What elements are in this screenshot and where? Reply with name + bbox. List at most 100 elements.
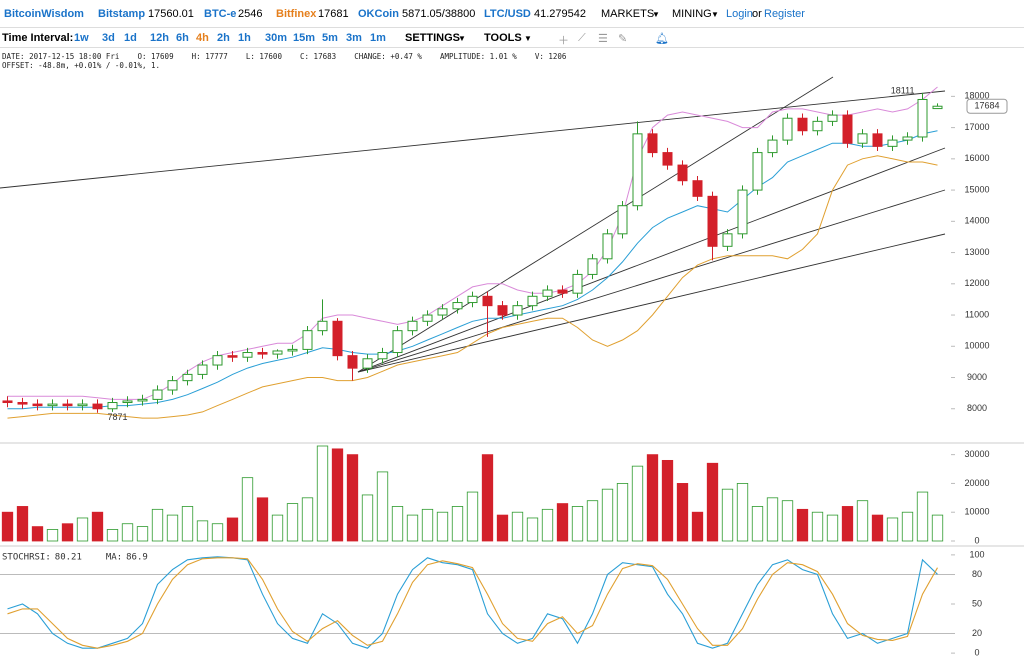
volume-bar [226, 517, 239, 542]
candle-body [122, 400, 133, 404]
candle-body [437, 308, 448, 316]
volume-bar [166, 514, 179, 542]
exchange[interactable]: Bitstamp [98, 8, 146, 20]
volume-bar [1, 511, 14, 542]
candle-body [902, 136, 913, 141]
candle-body [662, 152, 673, 166]
menu[interactable]: MARKETS [601, 8, 655, 20]
candle-body [617, 205, 628, 235]
tool-icon[interactable]: ＋ [558, 35, 569, 47]
candle-body [707, 195, 718, 247]
candle-body [377, 352, 388, 360]
exchange[interactable]: OKCoin [358, 8, 399, 20]
volume-bar [706, 462, 719, 542]
volume-bar [871, 514, 884, 542]
candle-body [527, 295, 538, 307]
interval[interactable]: 1h [238, 32, 251, 44]
volume-bar [421, 508, 434, 542]
menu[interactable]: MINING [672, 8, 712, 20]
candle-body [602, 233, 613, 260]
price: 41.279542 [534, 8, 586, 20]
volume-bar [841, 506, 854, 542]
interval[interactable]: 30m [265, 32, 288, 44]
header: BitcoinWisdom Bitstamp 17560.01 BTC-e 25… [0, 0, 1024, 28]
exchange[interactable]: Bitfinex [276, 8, 317, 20]
volume-bar [751, 506, 764, 542]
candle-body [422, 314, 433, 322]
interval[interactable]: 5m [322, 32, 338, 44]
interval[interactable]: 1m [370, 32, 386, 44]
exchange[interactable]: LTC/USD [484, 8, 531, 20]
y-tick-label: 0 [974, 535, 979, 545]
candle-body [722, 233, 733, 247]
candle-body [17, 402, 28, 405]
interval[interactable]: 3m [346, 32, 362, 44]
candle-body [347, 355, 358, 369]
interval[interactable]: 6h [176, 32, 189, 44]
brand[interactable]: BitcoinWisdom [4, 8, 84, 20]
interval[interactable]: 3d [102, 32, 115, 44]
last-price: 17684 [974, 101, 999, 111]
candle-body [542, 289, 553, 297]
candle-body [647, 133, 658, 154]
tool-icon[interactable]: ☰ [598, 33, 608, 45]
candle-body [932, 105, 943, 110]
volume-bar [541, 508, 554, 542]
y-tick-label: 20 [972, 628, 982, 638]
interval[interactable]: 2h [217, 32, 230, 44]
volume-bar [616, 483, 629, 542]
alert-icon[interactable]: 🔔︎ [655, 33, 669, 45]
candle-body [887, 139, 898, 147]
caret: ▼ [711, 10, 719, 19]
price: 17560.01 [148, 8, 194, 20]
legend-value: 80.21 [55, 553, 82, 563]
price: 2546 [238, 8, 263, 20]
settings[interactable]: SETTINGS [405, 32, 461, 44]
volume-bar [76, 517, 89, 542]
candle-body [137, 398, 148, 402]
interval[interactable]: 12h [150, 32, 169, 44]
indicator-line [7, 86, 938, 400]
candle-body [632, 133, 643, 207]
candle-body [107, 402, 118, 410]
interval[interactable]: 15m [293, 32, 316, 44]
y-tick-label: 13000 [964, 247, 989, 257]
candle-body [482, 295, 493, 307]
volume-bar [211, 523, 224, 542]
register[interactable]: Register [764, 8, 805, 20]
legend-name: STOCHRSI: [2, 553, 51, 563]
candle-body [752, 152, 763, 191]
volume-bar [901, 511, 914, 542]
toolbar: Time Interval: SETTINGS ▼ TOOLS ▼ ＋ ⟋ ☰ … [0, 28, 1024, 48]
candle-body [227, 355, 238, 358]
price: 17681 [318, 8, 349, 20]
volume-bar [631, 465, 644, 542]
interval-label: Time Interval: [2, 32, 74, 44]
volume-bar [451, 506, 464, 542]
tool-icon[interactable]: ✎ [618, 33, 628, 45]
tools[interactable]: TOOLS [484, 32, 522, 44]
volume-bar [586, 500, 599, 542]
volume-bar [361, 494, 374, 542]
volume-bar [331, 448, 344, 542]
volume-bar [436, 511, 449, 542]
volume-bar [286, 503, 299, 542]
volume-bar [601, 488, 614, 542]
indicator-line [7, 155, 938, 419]
interval[interactable]: 1w [74, 32, 89, 44]
y-tick-label: 8000 [967, 403, 987, 413]
login[interactable]: Login [726, 8, 753, 20]
y-tick-label: 80 [972, 569, 982, 579]
volume-bar [406, 514, 419, 542]
tool-icon[interactable]: ⟋ [578, 32, 586, 44]
volume-bar [556, 503, 569, 542]
volume-bar [316, 445, 329, 542]
volume-bar [826, 514, 839, 542]
candle-body [302, 330, 313, 350]
interval[interactable]: 4h [196, 32, 209, 44]
trend-line [357, 147, 946, 373]
exchange[interactable]: BTC-e [204, 8, 237, 20]
volume-bar [886, 517, 899, 542]
interval[interactable]: 1d [124, 32, 137, 44]
